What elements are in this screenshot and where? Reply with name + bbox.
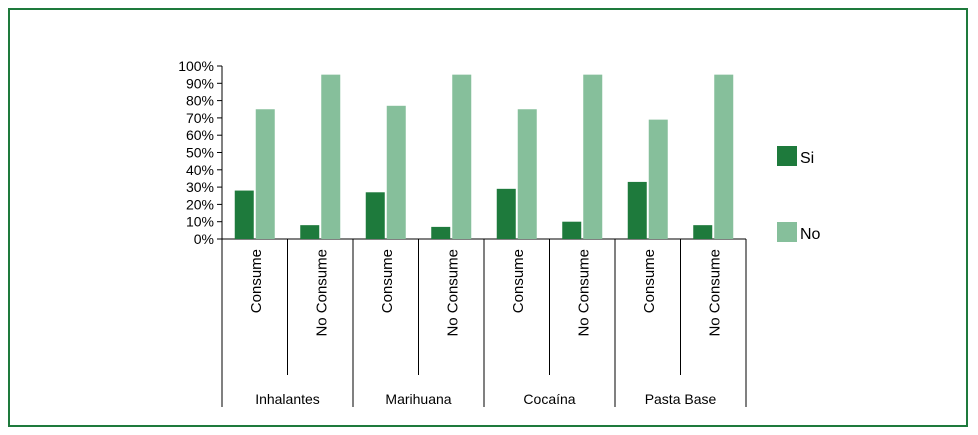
group-label: Pasta Base <box>645 391 717 407</box>
bar-si-6 <box>627 181 647 239</box>
category-label: No Consume <box>313 249 330 337</box>
legend-label-no: No <box>800 226 821 243</box>
bar-si-4 <box>496 188 516 239</box>
y-tick-label: 60% <box>186 127 214 143</box>
bar-no-6 <box>648 119 668 239</box>
bar-si-1 <box>300 225 320 239</box>
bar-no-5 <box>583 74 603 240</box>
y-tick-label: 90% <box>186 75 214 91</box>
y-tick-label: 0% <box>194 231 214 247</box>
bar-no-7 <box>714 74 734 240</box>
legend-swatch-si <box>777 146 797 166</box>
category-label: No Consume <box>575 249 592 337</box>
bar-no-3 <box>452 74 472 240</box>
y-tick-label: 70% <box>186 110 214 126</box>
bar-no-4 <box>517 109 537 239</box>
bar-no-0 <box>255 109 275 239</box>
bar-no-2 <box>386 105 406 239</box>
bar-si-3 <box>431 226 451 239</box>
y-tick-label: 20% <box>186 196 214 212</box>
category-label: Consume <box>248 249 265 313</box>
y-tick-label: 40% <box>186 162 214 178</box>
bar-si-7 <box>693 225 713 239</box>
bar-no-1 <box>321 74 341 240</box>
y-tick-label: 50% <box>186 145 214 161</box>
bar-si-2 <box>365 192 385 239</box>
category-label: Consume <box>379 249 396 313</box>
bar-si-0 <box>234 190 254 239</box>
y-tick-label: 30% <box>186 179 214 195</box>
category-label: Consume <box>641 249 658 313</box>
category-label: No Consume <box>706 249 723 337</box>
bar-si-5 <box>562 221 582 239</box>
y-tick-label: 10% <box>186 214 214 230</box>
category-label: Consume <box>510 249 527 313</box>
group-label: Cocaína <box>523 391 575 407</box>
legend-swatch-no <box>777 222 797 242</box>
chart-frame <box>8 8 968 427</box>
group-label: Inhalantes <box>255 391 320 407</box>
legend-label-si: Si <box>800 150 814 167</box>
category-label: No Consume <box>444 249 461 337</box>
group-label: Marihuana <box>385 391 451 407</box>
y-tick-label: 100% <box>178 58 214 74</box>
y-tick-label: 80% <box>186 93 214 109</box>
